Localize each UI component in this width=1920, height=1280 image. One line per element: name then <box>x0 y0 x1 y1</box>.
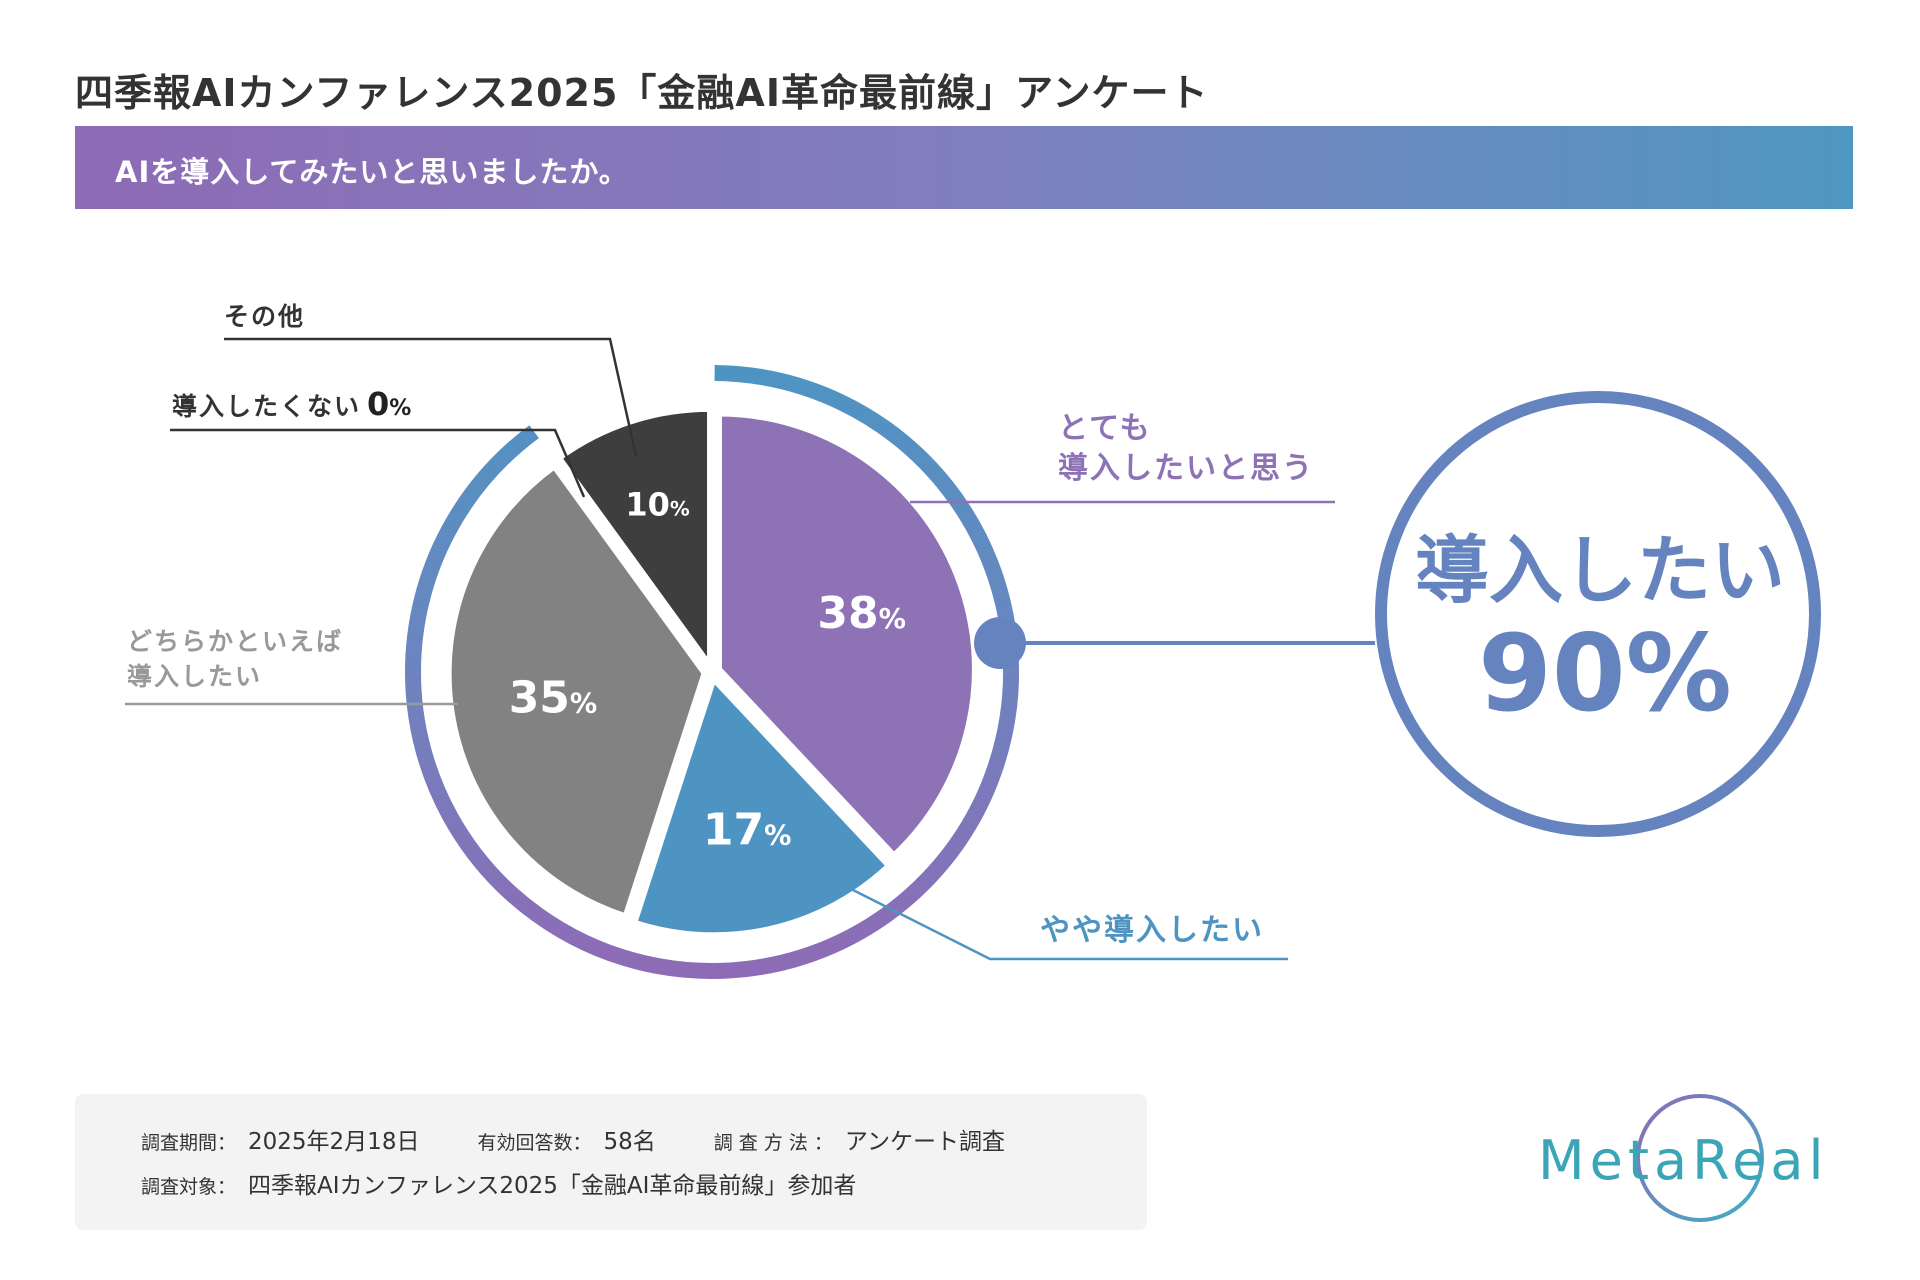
leader-line-other <box>224 337 638 457</box>
metareal-logo: MetaReal <box>1538 1094 1829 1222</box>
summary-value: 90% <box>1478 612 1732 735</box>
slice-very <box>716 411 977 859</box>
slice-somewhat <box>631 675 892 938</box>
target-value: 四季報AIカンファレンス2025「金融AI革命最前線」参加者 <box>248 1173 857 1199</box>
question-banner: AIを導入してみたいと思いましたか。 <box>75 126 1853 209</box>
category-label-maybe: どちらかといえば <box>127 627 343 656</box>
slice-other <box>556 406 713 673</box>
slice-maybe <box>446 463 707 919</box>
page-title: 四季報AIカンファレンス2025「金融AI革命最前線」アンケート <box>75 71 1209 115</box>
value-label-no: 0% <box>367 385 411 423</box>
logo-text: MetaReal <box>1538 1129 1829 1192</box>
target-label: 調査対象： <box>141 1176 237 1198</box>
leader-line-somewhat <box>844 884 1288 961</box>
count-label: 有効回答数： <box>477 1132 592 1154</box>
logo-ring <box>1636 1094 1764 1222</box>
survey-info: 調査期間： 2025年2月18日 有効回答数： 58名 調 査 方 法 ： アンケート調査… <box>75 1094 1147 1230</box>
value-unit-other: % <box>670 498 690 521</box>
count-value: 58名 <box>603 1129 656 1155</box>
leader-line-no <box>170 428 586 498</box>
value-unit-maybe: % <box>570 689 597 720</box>
category-label-very: とても <box>1058 411 1152 446</box>
category-label-maybe: 導入したい <box>127 662 262 691</box>
period-value: 2025年2月18日 <box>248 1129 420 1155</box>
period-label: 調査期間： <box>141 1132 237 1154</box>
method-value: アンケート調査 <box>844 1129 1006 1155</box>
method-label: 調 査 方 法 ： <box>713 1132 833 1154</box>
category-label-no: 導入したくない <box>172 392 361 421</box>
value-unit-somewhat: % <box>764 821 791 852</box>
category-label-other: その他 <box>224 302 305 331</box>
summary-label: 導入したい <box>1415 528 1785 614</box>
value-unit-very: % <box>879 604 906 635</box>
category-label-somewhat: やや導入したい <box>1040 913 1264 948</box>
question-text: AIを導入してみたいと思いましたか。 <box>115 155 629 189</box>
summary-circle <box>1375 391 1821 837</box>
summary-connector-dot <box>974 617 1026 669</box>
survey-info-row-1: 調査期間： 2025年2月18日 有効回答数： 58名 調 査 方 法 ： アンケート調査 <box>141 1122 1005 1156</box>
survey-info-row-2: 調査対象： 四季報AIカンファレンス2025「金融AI革命最前線」参加者 <box>141 1166 856 1200</box>
category-label-very: 導入したいと思う <box>1058 451 1314 486</box>
value-unit-no: % <box>389 396 411 421</box>
outer-ring-arc <box>405 365 1019 979</box>
